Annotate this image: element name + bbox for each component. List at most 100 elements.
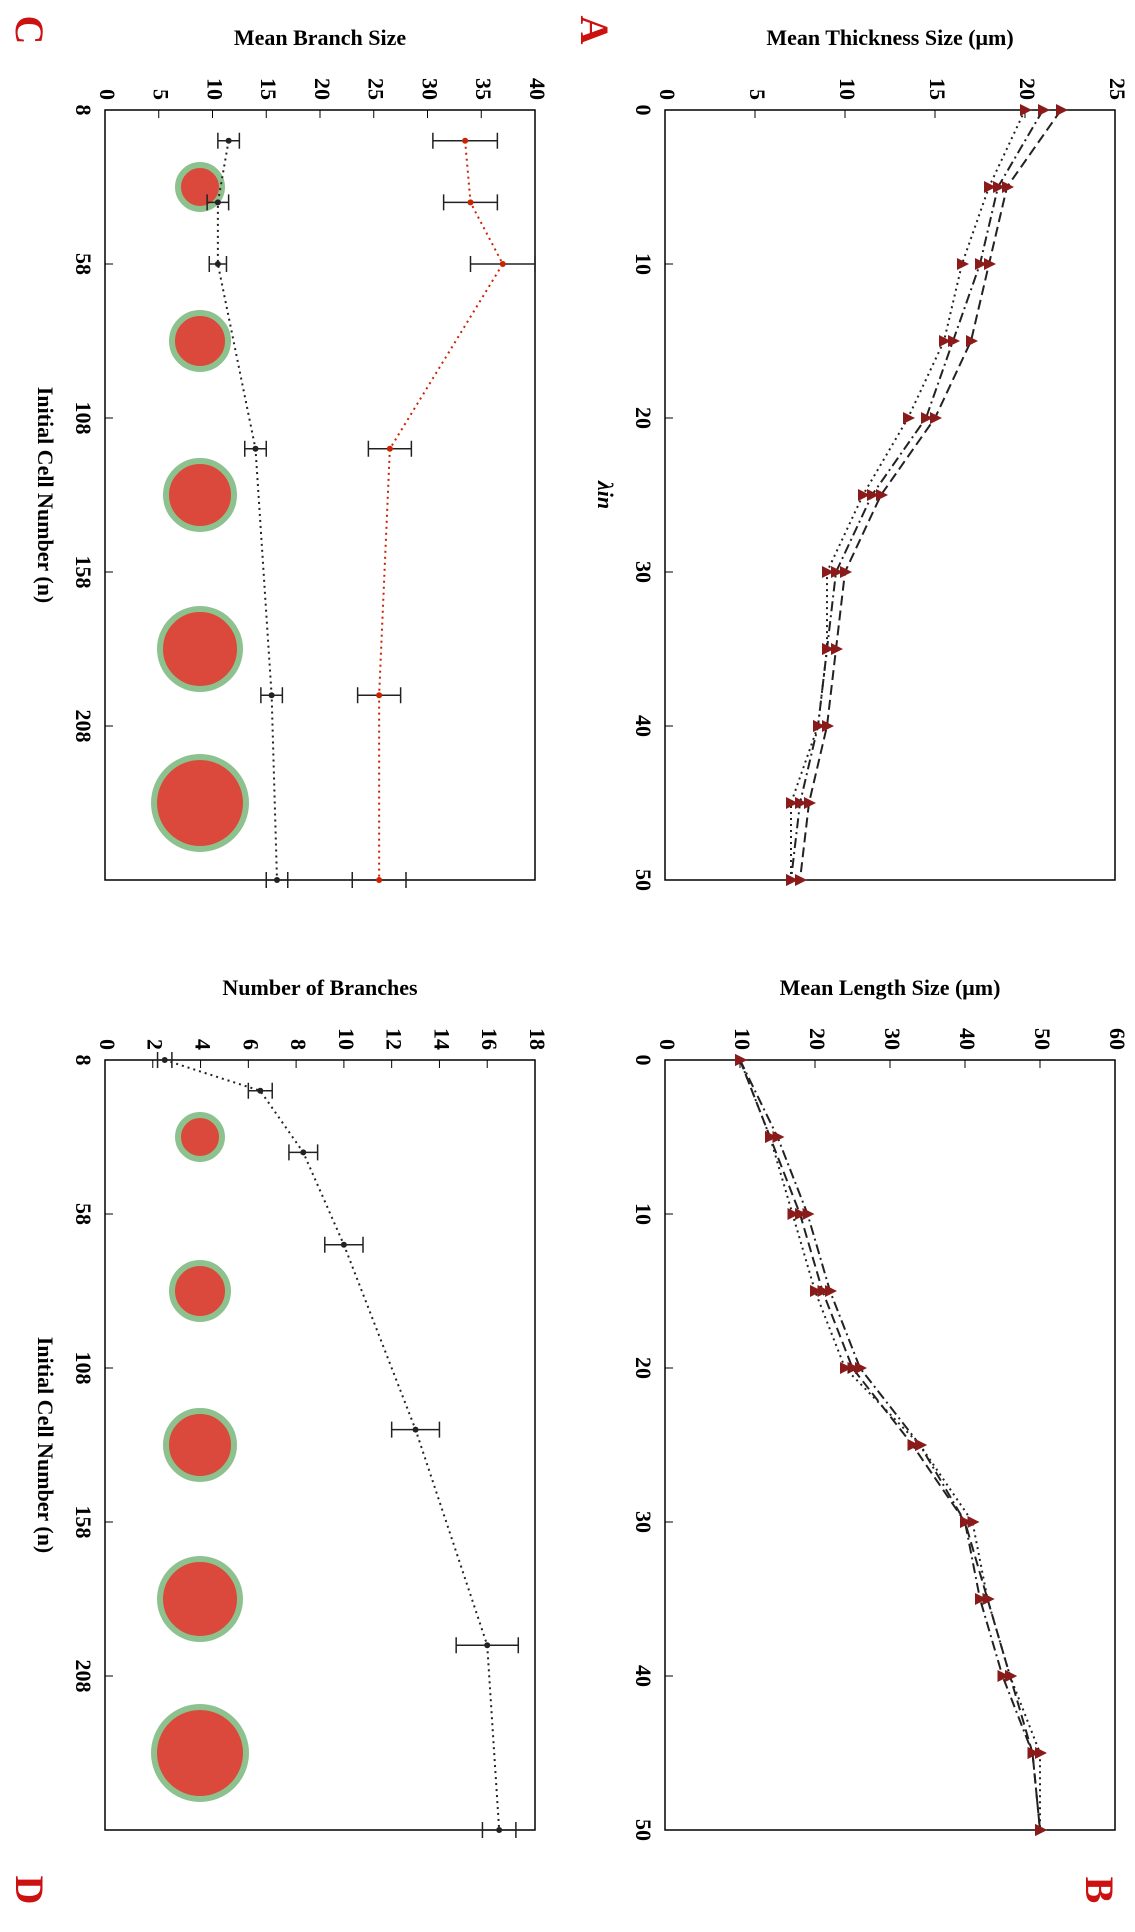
y-tick-label: 40 (525, 78, 550, 100)
y-tick-label: 10 (334, 1028, 359, 1050)
data-point (847, 1362, 860, 1374)
data-point (499, 261, 506, 267)
y-tick-label: 20 (1015, 78, 1040, 100)
data-point (786, 797, 798, 809)
data-point (161, 1057, 168, 1063)
y-tick-label: 10 (202, 78, 227, 100)
data-point (802, 1208, 815, 1220)
series-line (790, 109, 1026, 880)
data-point (795, 797, 807, 809)
data-point (268, 692, 275, 699)
data-point (1020, 104, 1032, 116)
data-point (214, 199, 221, 206)
cluster-image (157, 606, 243, 692)
data-point (993, 181, 1005, 193)
y-tick-label: 2 (143, 1039, 168, 1050)
y-tick-label: 35 (471, 78, 496, 100)
x-tick-label: 58 (71, 1203, 96, 1225)
data-point (786, 874, 798, 886)
y-tick-label: 6 (238, 1039, 263, 1050)
y-tick-label: 60 (1105, 1028, 1130, 1050)
data-point (997, 1670, 1010, 1682)
y-tick-label: 30 (880, 1028, 905, 1050)
data-point (840, 566, 852, 578)
data-point (787, 1208, 800, 1220)
data-point (957, 258, 969, 270)
panel-letter: D (7, 1876, 52, 1905)
data-point (340, 1241, 347, 1248)
x-axis-label: Initial Cell Number (n) (33, 387, 58, 604)
y-tick-label: 18 (525, 1028, 550, 1050)
data-point (867, 489, 879, 501)
data-point (984, 181, 996, 193)
data-point (855, 1362, 867, 1374)
y-tick-label: 14 (429, 1028, 454, 1050)
x-tick-label: 40 (631, 715, 656, 737)
x-tick-label: 108 (71, 402, 96, 435)
plot-frame (104, 1059, 536, 1831)
data-point (765, 1131, 777, 1143)
y-axis-label: Mean Thickness Size (μm) (766, 25, 1013, 50)
series-line (799, 109, 1062, 881)
x-tick-label: 30 (631, 1511, 656, 1533)
x-axis-label: Initial Cell Number (n) (33, 1337, 58, 1554)
data-point (300, 1149, 307, 1156)
series-line (790, 109, 1044, 881)
x-tick-label: 8 (71, 1055, 96, 1066)
data-point (858, 489, 870, 501)
data-point (831, 566, 843, 578)
y-tick-label: 8 (286, 1039, 311, 1050)
x-tick-label: 8 (71, 105, 96, 116)
y-tick-label: 50 (1030, 1028, 1055, 1050)
cluster-image (175, 162, 225, 212)
data-point (822, 566, 834, 578)
data-point (252, 445, 259, 452)
panel-letter: C (7, 16, 52, 45)
cluster-image (163, 1408, 237, 1482)
data-point (484, 1642, 491, 1649)
data-point (1002, 181, 1014, 193)
y-tick-label: 16 (477, 1028, 502, 1050)
data-point (903, 412, 915, 424)
x-tick-label: 58 (71, 253, 96, 275)
data-point (496, 1827, 503, 1833)
x-tick-label: 20 (631, 1357, 656, 1379)
data-point (772, 1131, 785, 1143)
data-point (795, 874, 807, 886)
data-point (225, 137, 232, 144)
data-point (817, 1285, 830, 1297)
plot-frame (664, 1059, 1116, 1831)
data-point (967, 1516, 980, 1528)
y-tick-label: 0 (655, 89, 680, 100)
data-point (822, 643, 834, 655)
x-tick-label: 0 (631, 105, 656, 116)
data-point (1005, 1670, 1017, 1682)
y-axis-label: Mean Length Size (μm) (780, 975, 1001, 1000)
x-tick-label: 30 (631, 561, 656, 583)
x-tick-label: 158 (71, 556, 96, 589)
data-point (1027, 1747, 1040, 1759)
data-point (975, 1593, 987, 1605)
data-point (939, 335, 951, 347)
cluster-image (175, 1112, 225, 1162)
y-tick-label: 4 (191, 1039, 216, 1050)
data-point (412, 1426, 419, 1433)
data-point (214, 261, 221, 267)
cluster-image (169, 1260, 231, 1322)
y-tick-label: 12 (382, 1028, 407, 1050)
y-tick-label: 0 (655, 1039, 680, 1050)
cluster-image (169, 310, 231, 372)
data-point (930, 412, 942, 424)
x-tick-label: 50 (631, 1819, 656, 1841)
data-point (274, 877, 280, 883)
data-point (822, 720, 834, 732)
data-point (915, 1439, 927, 1451)
y-tick-label: 30 (417, 78, 442, 100)
x-tick-label: 50 (631, 869, 656, 891)
y-tick-label: 10 (730, 1028, 755, 1050)
x-tick-label: 10 (631, 1203, 656, 1225)
data-point (462, 137, 469, 144)
x-tick-label: 208 (71, 1660, 96, 1693)
y-tick-label: 40 (955, 1028, 980, 1050)
plot-frame (664, 109, 1116, 881)
